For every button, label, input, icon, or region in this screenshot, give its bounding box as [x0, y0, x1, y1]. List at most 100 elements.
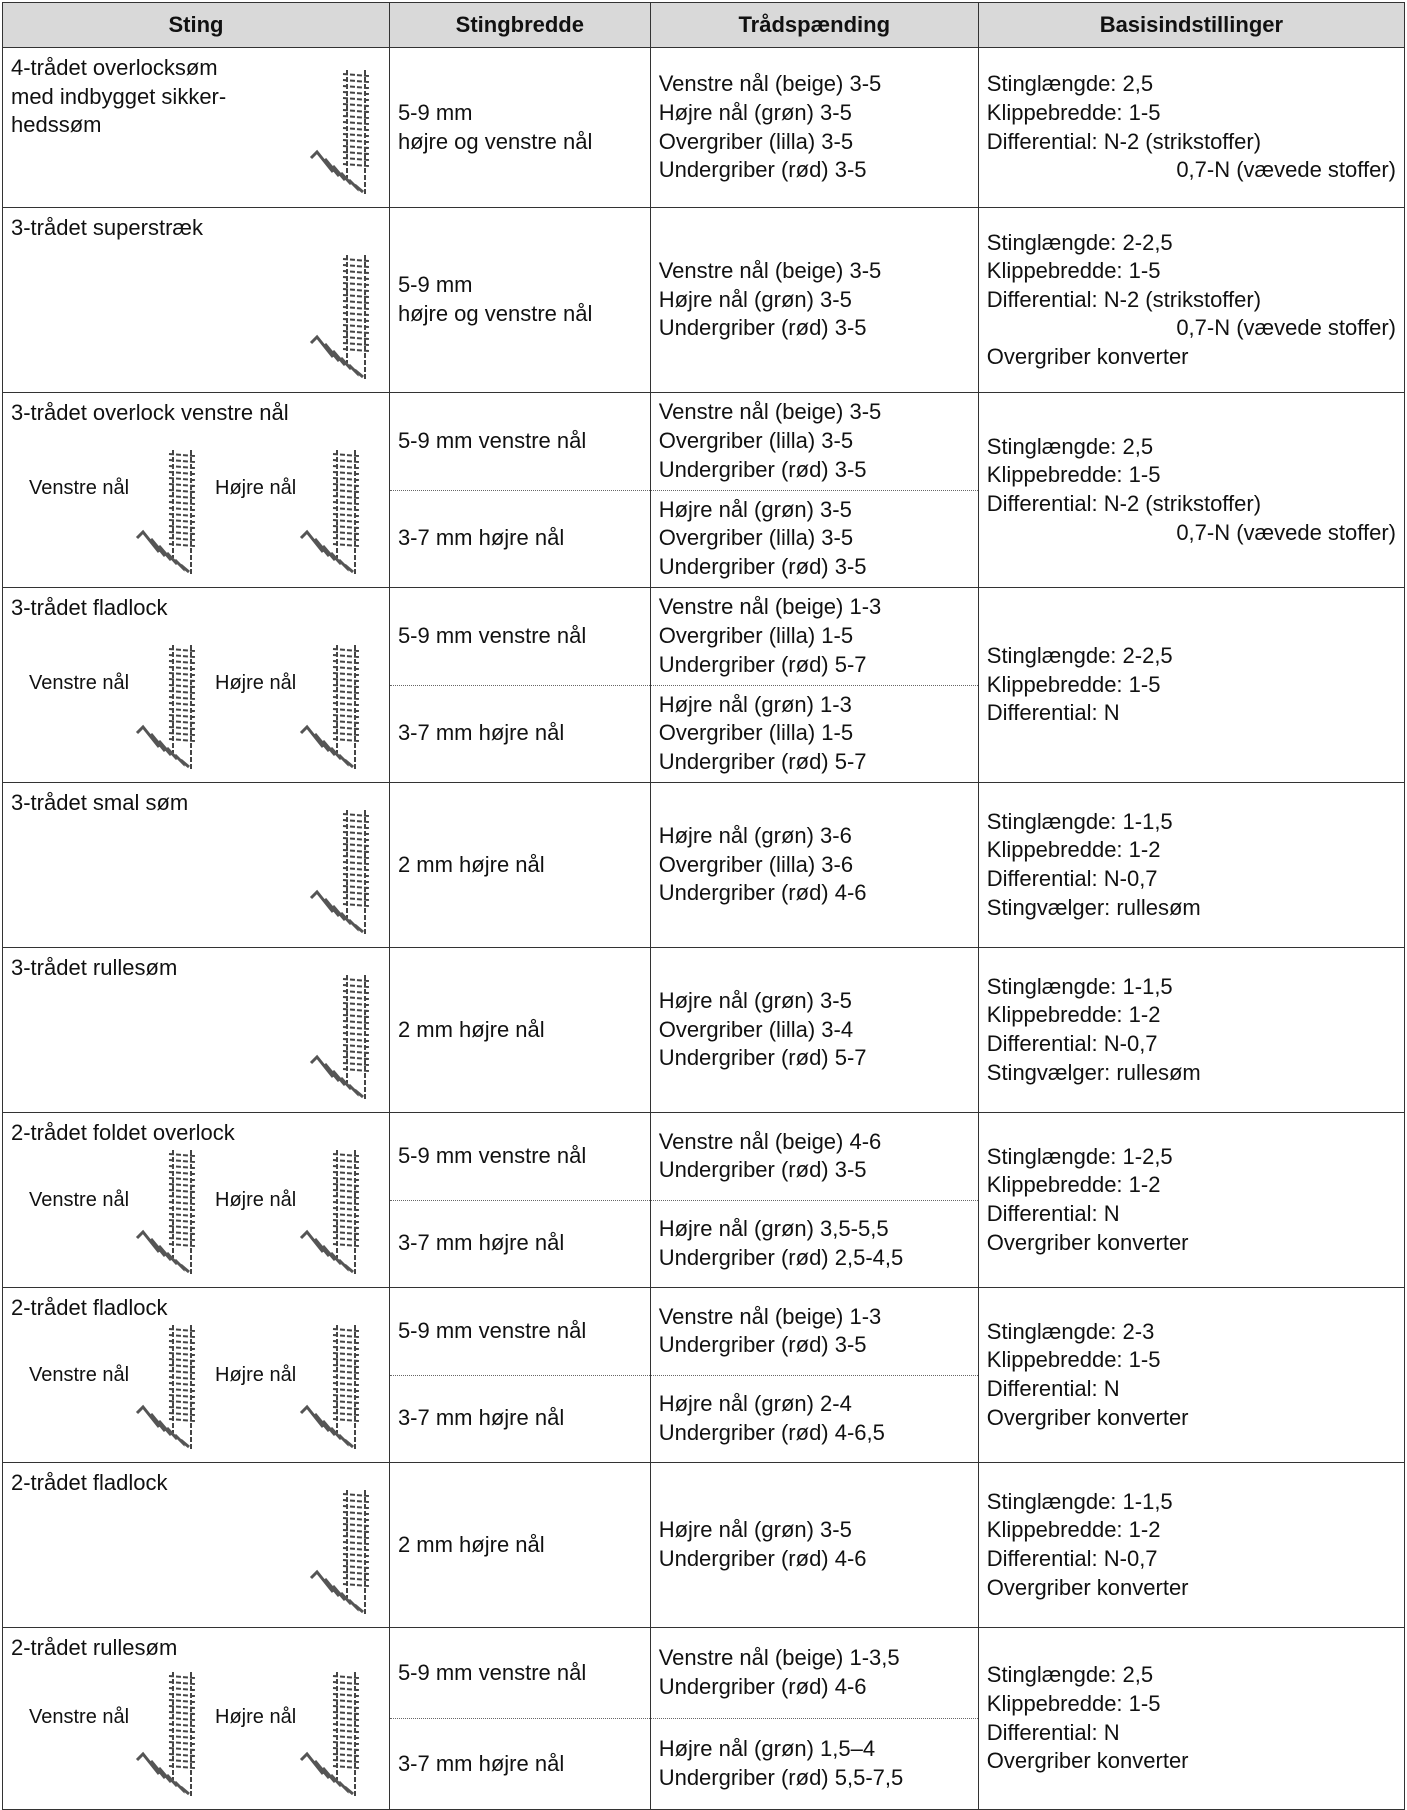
stitch-icon: [135, 645, 196, 771]
text-line: 3-trådet rullesøm: [11, 955, 178, 980]
table-row: 2-trådet fladlock Venstre nål Højre nål 5-9…: [2, 1287, 1406, 1463]
width-cell: 5-9 mm venstre nål: [388, 587, 651, 686]
text-line: Venstre nål (beige) 1-3: [658, 1303, 882, 1329]
continuation-line: 0,7-N (vævede stoffer): [1176, 519, 1396, 545]
sting-cell: 2-trådet foldet overlock Venstre nål Højre…: [2, 1112, 390, 1288]
needle-label: Højre nål: [215, 1706, 297, 1729]
width-cell: 5-9 mm højre og venstre nål: [388, 207, 651, 393]
width-cell: 5-9 mm venstre nål: [388, 1287, 651, 1376]
text-line: Overgriber (lilla) 3-6: [658, 851, 854, 877]
text-line: Højre nål (grøn) 3-5: [658, 1517, 852, 1543]
text-line: Overgriber (lilla) 3-4: [658, 1016, 854, 1042]
text-line: Klippebredde: 1-5: [986, 1690, 1161, 1716]
text-line: 3-7 mm højre nål: [397, 1405, 565, 1431]
sting-cell: 2-trådet fladlock Venstre nål Højre nål: [2, 1287, 390, 1463]
text-line: 2-trådet fladlock: [11, 1295, 168, 1320]
stitch-icon: [309, 255, 370, 381]
table-row: 3-trådet smal søm 2 mm højre nål Højre nål…: [2, 782, 1406, 948]
text-line: Differential: N: [986, 700, 1120, 726]
tension-cell: Venstre nål (beige) 3-5 Højre nål (grøn) …: [649, 207, 979, 393]
text-line: 5-9 mm venstre nål: [397, 1659, 587, 1685]
table-row: 4-trådet overlocksøm med indbygget sikker…: [2, 47, 1406, 208]
text-line: 5-9 mm venstre nål: [397, 1317, 587, 1343]
text-line: Klippebredde: 1-2: [986, 837, 1161, 863]
settings-cell: Stinglængde: 2,5 Klippebredde: 1-5 Differe…: [977, 392, 1406, 588]
table-row: 2-trådet rullesøm Venstre nål Højre nål 5-9…: [2, 1627, 1406, 1810]
needle-label: Venstre nål: [29, 1363, 130, 1386]
sting-cell: 3-trådet rullesøm: [2, 947, 390, 1113]
text-line: 3-7 mm højre nål: [397, 720, 565, 746]
stitch-icon: [135, 1325, 196, 1451]
text-line: Klippebredde: 1-2: [986, 1172, 1161, 1198]
text-line: Klippebredde: 1-2: [986, 1002, 1161, 1028]
width-cell: 2 mm højre nål: [388, 1462, 651, 1628]
text-line: Undergriber (rød) 3-5: [658, 456, 867, 482]
text-line: Overgriber (lilla) 3-5: [658, 128, 854, 154]
text-line: 3-trådet fladlock: [11, 595, 168, 620]
text-line: Klippebredde: 1-5: [986, 462, 1161, 488]
sting-cell: 4-trådet overlocksøm med indbygget sikker…: [2, 47, 390, 208]
text-line: Differential: N: [986, 1201, 1120, 1226]
text-line: 3-7 mm højre nål: [397, 525, 565, 551]
tension-cell: Højre nål (grøn) 3-5 Undergriber (rød) 4-…: [649, 1462, 979, 1628]
width-cell: 3-7 mm højre nål: [388, 1199, 651, 1288]
settings-cell: Stinglængde: 2,5 Klippebredde: 1-5 Differe…: [977, 47, 1406, 208]
width-cell: 2 mm højre nål: [388, 947, 651, 1113]
stitch-icon: [299, 1672, 360, 1798]
text-line: Stinglængde: 2-2,5: [986, 229, 1173, 255]
needle-label: Højre nål: [215, 1363, 297, 1386]
stitch-icon: [299, 450, 360, 576]
text-line: 4-trådet overlocksøm: [11, 55, 218, 80]
sting-cell: 2-trådet rullesøm Venstre nål Højre nål: [2, 1627, 390, 1810]
text-line: Stinglængde: 1-2,5: [986, 1143, 1173, 1169]
text-line: Stingvælger: rullesøm: [986, 1059, 1201, 1085]
text-line: Undergriber (rød) 3-5: [658, 315, 867, 341]
table-row: 3-7 mm højre nål Højre nål (grøn) 2-4 Unde…: [3, 1374, 1405, 1463]
text-line: Højre nål (grøn) 1-3: [658, 691, 852, 717]
width-cell: 3-7 mm højre nål: [388, 489, 651, 588]
text-line: Differential: N-2 (strikstoffer): [986, 286, 1262, 312]
stitch-icon: [309, 70, 370, 196]
continuation-line: 0,7-N (vævede stoffer): [1176, 157, 1396, 183]
text-line: Venstre nål (beige) 3-5: [658, 258, 882, 284]
text-line: Stinglængde: 2,5: [986, 433, 1154, 459]
text-line: Højre nål (grøn) 3-5: [658, 99, 852, 125]
tension-cell: Højre nål (grøn) 1,5–4 Undergriber (rød) …: [649, 1718, 979, 1810]
needle-label: Højre nål: [215, 1188, 297, 1211]
text-line: med indbygget sikker-: [11, 83, 227, 109]
text-line: 2-trådet rullesøm: [11, 1635, 178, 1660]
text-line: 3-trådet smal søm: [11, 790, 189, 815]
text-line: Klippebredde: 1-5: [986, 258, 1161, 284]
width-cell: 5-9 mm højre og venstre nål: [388, 47, 651, 208]
text-line: Stinglængde: 1-1,5: [986, 808, 1173, 834]
text-line: Klippebredde: 1-2: [986, 1517, 1161, 1543]
text-line: Stinglængde: 2,5: [986, 71, 1154, 97]
text-line: Undergriber (rød) 4-6: [658, 1546, 867, 1571]
text-line: Undergriber (rød) 3-5: [658, 157, 867, 183]
settings-cell: Stinglængde: 2-3 Klippebredde: 1-5 Differe…: [977, 1287, 1406, 1463]
column-header: Trådspænding: [649, 2, 979, 48]
needle-label: Venstre nål: [29, 1706, 130, 1729]
text-line: Overgriber (lilla) 3-5: [658, 427, 854, 453]
sting-cell: 3-trådet superstræk: [2, 207, 390, 393]
table-row: 3-7 mm højre nål Højre nål (grøn) 3,5-5,5…: [3, 1199, 1405, 1288]
tension-cell: Venstre nål (beige) 1-3 Overgriber (lilla…: [649, 587, 979, 686]
text-line: Venstre nål (beige) 1-3: [658, 594, 882, 620]
width-cell: 5-9 mm venstre nål: [388, 1112, 651, 1201]
needle-label: Højre nål: [215, 671, 297, 694]
width-cell: 3-7 mm højre nål: [388, 1718, 651, 1810]
table-row: 2-trådet fladlock 2 mm højre nål Højre nål…: [2, 1462, 1406, 1628]
text-line: Højre nål (grøn) 3-6: [658, 823, 852, 849]
sting-cell: 3-trådet fladlock Venstre nål Højre nål: [2, 587, 390, 783]
text-line: Højre nål (grøn) 2-4: [658, 1391, 852, 1417]
settings-cell: Stinglængde: 1-2,5 Klippebredde: 1-2 Diffe…: [977, 1112, 1406, 1288]
text-line: Undergriber (rød) 4-6,5: [658, 1419, 885, 1445]
text-line: Stinglængde: 1-1,5: [986, 1488, 1173, 1514]
continuation-line: 0,7-N (vævede stoffer): [1176, 315, 1396, 341]
text-line: Differential: N-0,7: [986, 1031, 1158, 1056]
text-line: 5-9 mm venstre nål: [397, 1142, 587, 1168]
settings-cell: Stinglængde: 1-1,5 Klippebredde: 1-2 Diffe…: [977, 947, 1406, 1113]
text-line: 3-trådet superstræk: [11, 215, 203, 240]
text-line: Stinglængde: 2,5: [986, 1662, 1154, 1688]
width-cell: 2 mm højre nål: [388, 782, 651, 948]
